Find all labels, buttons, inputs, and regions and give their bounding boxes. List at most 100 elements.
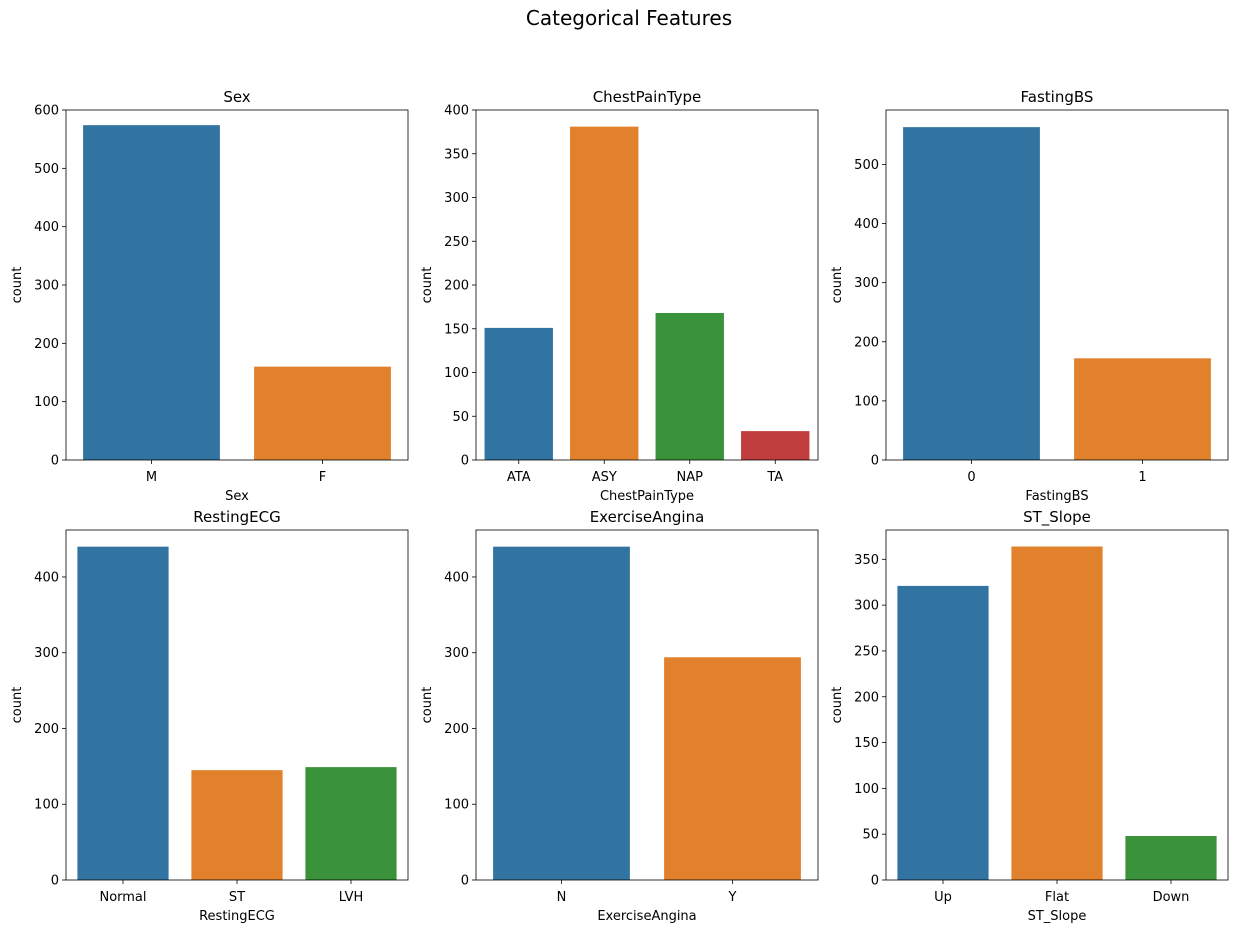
subplot-title: Sex	[223, 88, 250, 106]
y-tick-label: 100	[854, 782, 879, 797]
y-tick-label: 200	[34, 337, 59, 352]
y-tick-label: 600	[34, 104, 59, 119]
bar-n	[493, 546, 630, 880]
bar-up	[897, 585, 989, 880]
x-tick-label: N	[557, 890, 567, 905]
subplot-fastingbs: FastingBS 0 100 200 300 400 500 0 1 FastingBS coun…	[830, 88, 1229, 504]
bar-ata	[484, 327, 553, 460]
subplot-st_slope: ST_Slope 0 50 100 150 200 250 300 350 Up Flat Down S…	[830, 508, 1229, 924]
bar-1	[1074, 358, 1211, 460]
subplot-title: ST_Slope	[1023, 508, 1091, 527]
x-tick-label: NAP	[677, 470, 704, 485]
y-tick-label: 100	[34, 798, 59, 813]
x-axis-label: RestingECG	[199, 909, 275, 924]
subplot-exerciseangina: ExerciseAngina 0 100 200 300 400 N Y ExerciseAng…	[420, 508, 819, 924]
y-tick-label: 100	[444, 366, 469, 381]
bar-nap	[655, 313, 724, 460]
subplot-title: ChestPainType	[593, 88, 702, 106]
subplot-title: RestingECG	[193, 508, 280, 526]
y-tick-label: 400	[854, 217, 879, 232]
y-axis-label: count	[420, 687, 435, 724]
x-tick-label: F	[319, 470, 326, 485]
y-tick-label: 250	[444, 235, 469, 250]
y-tick-label: 150	[854, 736, 879, 751]
axes-frame	[475, 529, 819, 881]
x-tick-label: Down	[1153, 890, 1190, 905]
y-tick-label: 100	[444, 798, 469, 813]
y-tick-label: 0	[51, 874, 59, 889]
bar-normal	[77, 546, 169, 880]
y-tick-label: 50	[452, 410, 469, 425]
x-tick-label: Y	[728, 890, 737, 905]
x-axis-label: ChestPainType	[600, 489, 694, 504]
x-tick-label: Up	[934, 890, 952, 905]
y-tick-label: 300	[444, 191, 469, 206]
y-tick-label: 0	[51, 454, 59, 469]
y-tick-label: 0	[461, 454, 469, 469]
y-tick-label: 0	[461, 874, 469, 889]
y-tick-label: 250	[854, 644, 879, 659]
bar-lvh	[305, 767, 397, 880]
y-tick-label: 500	[854, 158, 879, 173]
bar-down	[1125, 836, 1217, 880]
y-tick-label: 300	[854, 276, 879, 291]
y-tick-label: 400	[444, 570, 469, 585]
y-tick-label: 200	[854, 690, 879, 705]
y-tick-label: 200	[854, 335, 879, 350]
y-tick-label: 300	[854, 599, 879, 614]
y-tick-label: 500	[34, 162, 59, 177]
y-tick-label: 0	[871, 454, 879, 469]
axes-frame	[885, 109, 1229, 461]
subplot-restingecg: RestingECG 0 100 200 300 400 Normal ST LVH Restin…	[10, 508, 409, 924]
y-axis-label: count	[10, 687, 25, 724]
y-tick-label: 150	[444, 322, 469, 337]
x-tick-label: 1	[1138, 470, 1146, 485]
subplot-chestpaintype: ChestPainType 0 50 100 150 200 250 300 350 400 ATA…	[420, 88, 819, 504]
bar-asy	[570, 126, 639, 460]
x-tick-label: 0	[967, 470, 975, 485]
y-tick-label: 300	[34, 279, 59, 294]
y-tick-label: 200	[34, 722, 59, 737]
x-axis-label: ST_Slope	[1028, 909, 1087, 924]
y-tick-label: 50	[862, 828, 879, 843]
y-tick-label: 300	[34, 646, 59, 661]
x-tick-label: Flat	[1045, 890, 1069, 905]
bar-ta	[741, 431, 810, 460]
x-tick-label: ASY	[592, 470, 617, 485]
y-tick-label: 100	[854, 394, 879, 409]
y-axis-label: count	[830, 267, 845, 304]
y-tick-label: 400	[34, 220, 59, 235]
x-tick-label: M	[146, 470, 157, 485]
y-tick-label: 400	[444, 104, 469, 119]
y-tick-label: 0	[871, 874, 879, 889]
x-axis-label: FastingBS	[1025, 489, 1088, 504]
x-axis-label: ExerciseAngina	[597, 909, 696, 924]
subplot-title: ExerciseAngina	[590, 508, 705, 526]
bar-0	[903, 127, 1040, 461]
subplot-title: FastingBS	[1021, 88, 1094, 106]
y-axis-label: count	[830, 687, 845, 724]
bar-m	[83, 125, 220, 461]
x-axis-label: Sex	[225, 489, 249, 504]
y-tick-label: 200	[444, 722, 469, 737]
y-tick-label: 100	[34, 395, 59, 410]
figure-title: Categorical Features	[525, 6, 733, 30]
y-axis-label: count	[420, 267, 435, 304]
y-axis-label: count	[10, 267, 25, 304]
x-tick-label: LVH	[339, 890, 363, 905]
y-tick-label: 300	[444, 646, 469, 661]
x-tick-label: Normal	[99, 890, 146, 905]
bar-f	[254, 366, 391, 460]
subplot-sex: Sex 0 100 200 300 400 500 600 M F Sex count	[10, 88, 409, 504]
y-tick-label: 350	[854, 553, 879, 568]
bar-y	[664, 657, 801, 880]
x-tick-label: TA	[766, 470, 783, 485]
y-tick-label: 200	[444, 279, 469, 294]
bar-st	[191, 770, 283, 880]
y-tick-label: 400	[34, 570, 59, 585]
x-tick-label: ST	[229, 890, 245, 905]
x-tick-label: ATA	[507, 470, 531, 485]
bar-flat	[1011, 546, 1103, 880]
